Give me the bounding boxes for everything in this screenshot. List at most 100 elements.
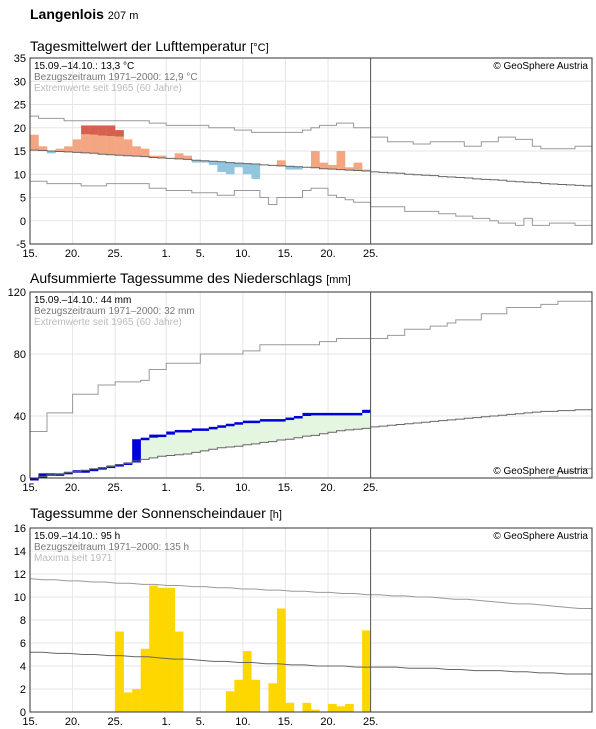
sun-unit: [h] bbox=[269, 509, 282, 521]
sunshine-bar bbox=[345, 703, 354, 712]
temp-extreme-min-line bbox=[30, 180, 592, 226]
y-tick-label: 10 bbox=[14, 592, 26, 604]
copyright-text: © GeoSphere Austria bbox=[493, 466, 588, 477]
precip-anomaly-band bbox=[166, 431, 175, 456]
y-tick-label: 20 bbox=[14, 123, 26, 135]
y-tick-label: 14 bbox=[14, 546, 26, 558]
x-tick-label: 15. bbox=[278, 248, 293, 260]
y-tick-label: 30 bbox=[14, 76, 26, 88]
precip-anomaly-band bbox=[242, 420, 252, 445]
y-tick-label: 0 bbox=[20, 473, 26, 485]
y-tick-label: 5 bbox=[20, 193, 26, 205]
info-line-2: Extremwerte seit 1965 (60 Jahre) bbox=[34, 83, 182, 94]
temp-anomaly-bar bbox=[81, 134, 90, 153]
precip-daily-bar bbox=[268, 419, 278, 422]
x-tick-label: 25. bbox=[363, 716, 378, 728]
precip-daily-bar bbox=[183, 429, 192, 433]
info-line-0: 15.09.–14.10.: 95 h bbox=[34, 531, 120, 542]
info-line-1: Bezugszeitraum 1971–2000: 32 mm bbox=[34, 306, 195, 317]
precip-anomaly-band bbox=[276, 419, 286, 441]
sunshine-bar bbox=[336, 706, 346, 712]
temp-anomaly-bar bbox=[89, 134, 99, 154]
station-name: Langenlois bbox=[30, 6, 104, 22]
precip-daily-bar bbox=[225, 423, 235, 427]
temp-extreme-max-line bbox=[30, 115, 592, 150]
precip-daily-bar bbox=[81, 470, 90, 473]
sunshine-bar bbox=[140, 648, 150, 712]
temp-title-text: Tagesmittelwert der Lufttemperatur bbox=[30, 38, 247, 54]
temp-anomaly-bar bbox=[328, 164, 337, 170]
x-tick-label: 5. bbox=[196, 248, 205, 260]
precip-anomaly-band bbox=[217, 425, 227, 448]
station-header: Langenlois 207 m bbox=[30, 6, 138, 22]
precip-daily-bar bbox=[336, 412, 346, 416]
precip-daily-bar bbox=[157, 434, 167, 438]
sunshine-bar bbox=[166, 587, 175, 712]
x-tick-label: 25. bbox=[363, 248, 378, 260]
y-tick-label: -5 bbox=[16, 239, 26, 251]
copyright-text: © GeoSphere Austria bbox=[493, 531, 588, 542]
temp-anomaly-bar bbox=[362, 169, 371, 171]
precip-anomaly-band bbox=[319, 412, 329, 434]
precip-anomaly-band bbox=[183, 429, 192, 454]
y-tick-label: 0 bbox=[20, 707, 26, 719]
y-tick-label: 35 bbox=[14, 53, 26, 65]
precip-anomaly-band bbox=[200, 428, 210, 451]
chart-panel-2 bbox=[29, 527, 593, 713]
x-tick-label: 25. bbox=[108, 716, 123, 728]
temp-anomaly-bar-strong bbox=[89, 125, 99, 135]
precip-anomaly-band bbox=[311, 412, 320, 436]
precip-anomaly-band bbox=[208, 426, 218, 450]
sun-maxima-line bbox=[29, 578, 592, 609]
y-tick-label: 6 bbox=[20, 638, 26, 650]
temp-anomaly-bar bbox=[64, 146, 73, 152]
station-altitude: 207 m bbox=[107, 10, 139, 22]
temp-anomaly-bar bbox=[345, 167, 354, 171]
sunshine-bar bbox=[302, 702, 312, 712]
info-line-1: Bezugszeitraum 1971–2000: 135 h bbox=[34, 542, 189, 553]
plot-frame bbox=[29, 57, 593, 245]
precip-daily-bar bbox=[302, 412, 312, 416]
sunshine-bar bbox=[242, 651, 252, 712]
x-tick-label: 20. bbox=[320, 482, 335, 494]
plot-area bbox=[30, 292, 592, 478]
temp-anomaly-bar bbox=[149, 155, 158, 158]
precip-unit: [mm] bbox=[326, 274, 351, 286]
precip-daily-bar bbox=[166, 431, 175, 435]
sunshine-bar bbox=[268, 683, 278, 712]
info-line-2: Extremwerte seit 1965 (60 Jahre) bbox=[34, 317, 182, 328]
x-tick-label: 25. bbox=[108, 248, 123, 260]
temp-anomaly-bar bbox=[106, 136, 116, 155]
precip-daily-bar bbox=[362, 409, 371, 413]
precip-daily-bar bbox=[217, 425, 227, 428]
y-tick-label: 12 bbox=[14, 569, 26, 581]
x-tick-label: 5. bbox=[196, 716, 205, 728]
x-tick-label: 10. bbox=[235, 248, 250, 260]
x-tick-label: 15. bbox=[278, 716, 293, 728]
precip-daily-bar bbox=[353, 412, 363, 416]
precip-daily-bar bbox=[200, 428, 210, 431]
temp-anomaly-bar bbox=[38, 146, 48, 151]
temp-anomaly-bar-strong bbox=[115, 130, 124, 137]
precip-daily-bar bbox=[174, 429, 184, 433]
temp-anomaly-bar bbox=[72, 139, 82, 153]
x-tick-label: 20. bbox=[65, 248, 80, 260]
precip-daily-bar bbox=[293, 416, 303, 419]
temp-anomaly-bar bbox=[217, 161, 227, 172]
temp-anomaly-bar bbox=[132, 146, 141, 157]
temp-anomaly-bar bbox=[157, 155, 167, 158]
sunshine-bar bbox=[123, 692, 133, 712]
precip-anomaly-band bbox=[149, 434, 158, 458]
x-tick-label: 10. bbox=[235, 716, 250, 728]
precip-daily-bar bbox=[89, 468, 99, 472]
temp-anomaly-bar bbox=[319, 162, 329, 169]
y-tick-label: 8 bbox=[20, 615, 26, 627]
sunshine-bar bbox=[174, 631, 184, 712]
precip-daily-bar bbox=[140, 437, 150, 441]
precip-daily-bar bbox=[328, 412, 337, 416]
temp-anomaly-bar bbox=[183, 155, 192, 160]
temp-anomaly-bar bbox=[353, 162, 363, 171]
y-tick-label: 25 bbox=[14, 100, 26, 112]
precip-anomaly-band bbox=[336, 412, 346, 431]
